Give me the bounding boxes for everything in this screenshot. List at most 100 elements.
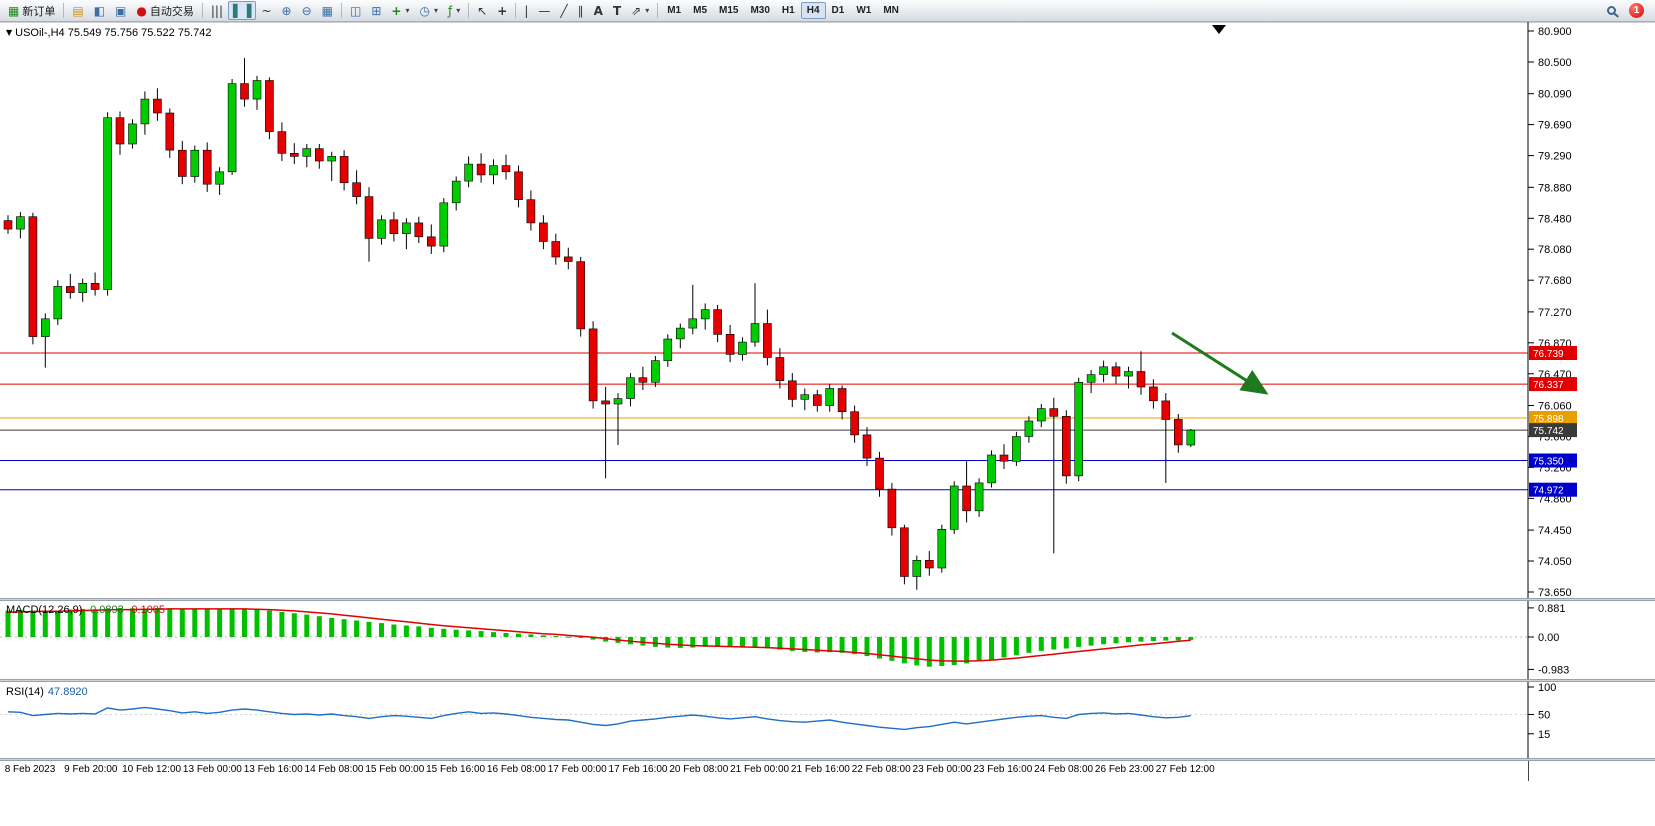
svg-text:76.739: 76.739: [1533, 349, 1564, 360]
terminal-button[interactable]: ▣: [110, 1, 131, 20]
arrow-object-icon: ⇗: [631, 3, 642, 18]
price-level-tag: 76.739: [1529, 346, 1577, 360]
macd-panel-canvas[interactable]: 0.881 0.00 -0.983: [0, 601, 1655, 679]
price-level-tag: 75.898: [1529, 411, 1577, 425]
toolbar-separator: [468, 3, 470, 18]
timeframe-m5[interactable]: M5: [693, 5, 708, 16]
bar-chart-button[interactable]: |||: [206, 1, 228, 20]
time-axis-label: 8 Feb 2023: [4, 764, 56, 775]
main-toolbar: ▦ 新订单 ▤ ◧ ▣ ● 自动交易 ||| ▌▐ ~ ⊕ ⊖ ▦ ◫ ⊞ + …: [0, 0, 1655, 22]
timeframe-d1[interactable]: D1: [831, 5, 845, 16]
candlestick-chart-canvas[interactable]: 80.900 80.500 80.090 79.690 79.290 78.880 78.4…: [0, 22, 1655, 598]
label-icon: T: [612, 3, 622, 18]
trend-arrow-annotation[interactable]: [1171, 331, 1269, 395]
time-axis-label: 14 Feb 08:00: [304, 764, 364, 775]
crosshair-button[interactable]: +: [492, 1, 512, 20]
time-axis-label: 13 Feb 00:00: [182, 764, 242, 775]
equidistant-channel-icon: ∥: [577, 3, 584, 18]
panel-splitter[interactable]: [0, 758, 1655, 761]
grid-icon: ▦: [321, 3, 333, 18]
timeframe-m30[interactable]: M30: [750, 5, 770, 16]
macd-signal-line: [7, 608, 1191, 662]
timeframe-w1[interactable]: W1: [856, 5, 872, 16]
bar-chart-icon: |||: [210, 3, 223, 18]
indicators-icon: ƒ: [447, 3, 453, 18]
trendline-tool[interactable]: ╱: [555, 1, 572, 20]
macd-main-value: -0.0893: [86, 604, 124, 616]
svg-text:76.337: 76.337: [1533, 380, 1564, 391]
timeframe-m1[interactable]: M1: [667, 5, 682, 16]
cursor-button[interactable]: ↖: [472, 1, 492, 20]
chart-shift-marker[interactable]: [1212, 25, 1226, 34]
auto-trading-button[interactable]: ● 自动交易: [131, 1, 198, 20]
rsi-name: RSI(14): [6, 686, 44, 698]
cascade-windows-button[interactable]: ⊞: [366, 1, 386, 20]
new-order-label: 新订单: [22, 5, 56, 18]
horizontal-line-tool[interactable]: —: [533, 1, 555, 20]
clock-icon: ◷: [419, 3, 430, 18]
time-axis-label: 24 Feb 08:00: [1034, 764, 1094, 775]
search-button[interactable]: [1602, 1, 1621, 20]
tile-windows-button[interactable]: ◫: [345, 1, 366, 20]
price-axis-label: 77.680: [1538, 275, 1572, 287]
arrows-tool[interactable]: ⇗ ▾: [626, 1, 654, 20]
panel-splitter[interactable]: [0, 598, 1655, 601]
charts-button[interactable]: ▤: [67, 1, 88, 20]
horizontal-line-icon: —: [538, 3, 551, 18]
price-axis-label: 80.900: [1538, 26, 1572, 38]
time-axis-label: 10 Feb 12:00: [122, 764, 182, 775]
time-axis-label: 13 Feb 16:00: [243, 764, 303, 775]
zoom-in-icon: ⊕: [281, 3, 292, 18]
crosshair-icon: +: [497, 3, 508, 18]
price-axis-label: 79.290: [1538, 151, 1572, 163]
new-chart-button[interactable]: + ▾: [386, 1, 414, 20]
chevron-down-icon: ▾: [456, 6, 461, 15]
timeframe-m15[interactable]: M15: [719, 5, 739, 16]
chart-title-text: USOil-,H4 75.549 75.756 75.522 75.742: [15, 27, 212, 39]
macd-signal-value: -0.1005: [127, 604, 166, 616]
price-level-tag: 76.337: [1529, 377, 1577, 392]
period-clock-button[interactable]: ◷ ▾: [414, 1, 443, 20]
zoom-in-button[interactable]: ⊕: [277, 1, 297, 20]
price-level-tag: 75.742: [1529, 423, 1577, 438]
auto-trading-icon: ●: [136, 3, 147, 18]
vertical-line-tool[interactable]: |: [519, 1, 533, 20]
indicators-button[interactable]: ƒ ▾: [443, 1, 465, 20]
rsi-value: 47.8920: [47, 686, 88, 698]
channel-tool[interactable]: ∥: [573, 1, 589, 20]
panel-splitter[interactable]: [0, 679, 1655, 682]
candle-chart-button[interactable]: ▌▐: [228, 1, 257, 20]
new-order-button[interactable]: ▦ 新订单: [3, 1, 60, 20]
svg-text:75.898: 75.898: [1533, 414, 1564, 425]
macd-axis-label: 0.881: [1538, 603, 1566, 615]
text-tool[interactable]: A: [589, 1, 608, 20]
line-chart-button[interactable]: ~: [256, 1, 276, 20]
grid-button[interactable]: ▦: [317, 1, 338, 20]
price-axis-label: 73.650: [1538, 587, 1572, 598]
zoom-out-button[interactable]: ⊖: [297, 1, 317, 20]
rsi-axis-label: 100: [1538, 682, 1556, 694]
svg-text:75.742: 75.742: [1533, 426, 1564, 437]
price-axis-label: 80.500: [1538, 57, 1572, 69]
collapse-triangle-icon[interactable]: ▼: [6, 28, 13, 37]
price-axis-label: 74.450: [1538, 525, 1572, 537]
trendline-icon: ╱: [560, 3, 568, 18]
toolbar-separator: [657, 3, 659, 18]
new-chart-icon: +: [391, 3, 402, 18]
timeframe-h4[interactable]: H4: [800, 2, 826, 19]
timeframe-h1[interactable]: H1: [781, 5, 795, 16]
profiles-icon: ◧: [93, 3, 106, 18]
time-axis-label: 15 Feb 16:00: [426, 764, 486, 775]
timeframe-mn[interactable]: MN: [883, 5, 899, 16]
price-axis-label: 79.690: [1538, 120, 1572, 132]
terminal-icon: ▣: [115, 3, 127, 18]
candlestick-chart-icon: ▌▐: [233, 3, 252, 18]
time-axis-label: 20 Feb 08:00: [669, 764, 729, 775]
profiles-button[interactable]: ◧: [89, 1, 110, 20]
label-tool[interactable]: T: [608, 1, 626, 20]
rsi-panel-canvas[interactable]: 100 50 15: [0, 682, 1655, 758]
chevron-down-icon: ▾: [405, 6, 410, 15]
time-axis[interactable]: 8 Feb 2023 9 Feb 20:00 10 Feb 12:00 13 Feb …: [0, 762, 1528, 779]
notification-badge[interactable]: 1: [1629, 3, 1644, 18]
svg-text:75.350: 75.350: [1533, 457, 1564, 468]
